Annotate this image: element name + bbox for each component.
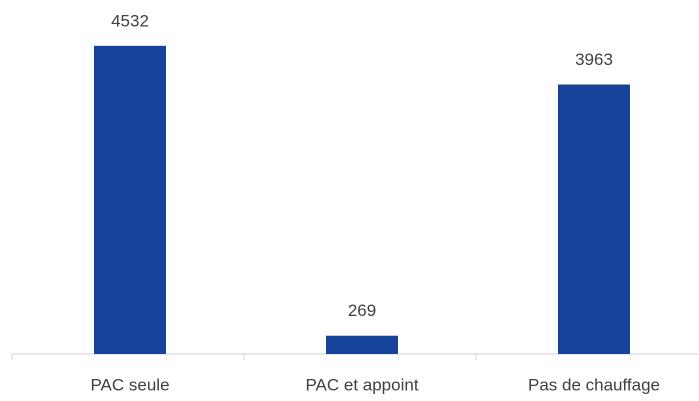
data-label: 3963 <box>575 50 613 69</box>
data-label: 4532 <box>111 11 149 30</box>
bar <box>558 84 630 355</box>
bar <box>326 335 398 354</box>
x-tick-label: Pas de chauffage <box>528 375 660 394</box>
bar <box>94 45 166 354</box>
x-tick-label: PAC seule <box>90 375 169 394</box>
x-tick-label: PAC et appoint <box>305 375 418 394</box>
data-label: 269 <box>348 301 376 320</box>
